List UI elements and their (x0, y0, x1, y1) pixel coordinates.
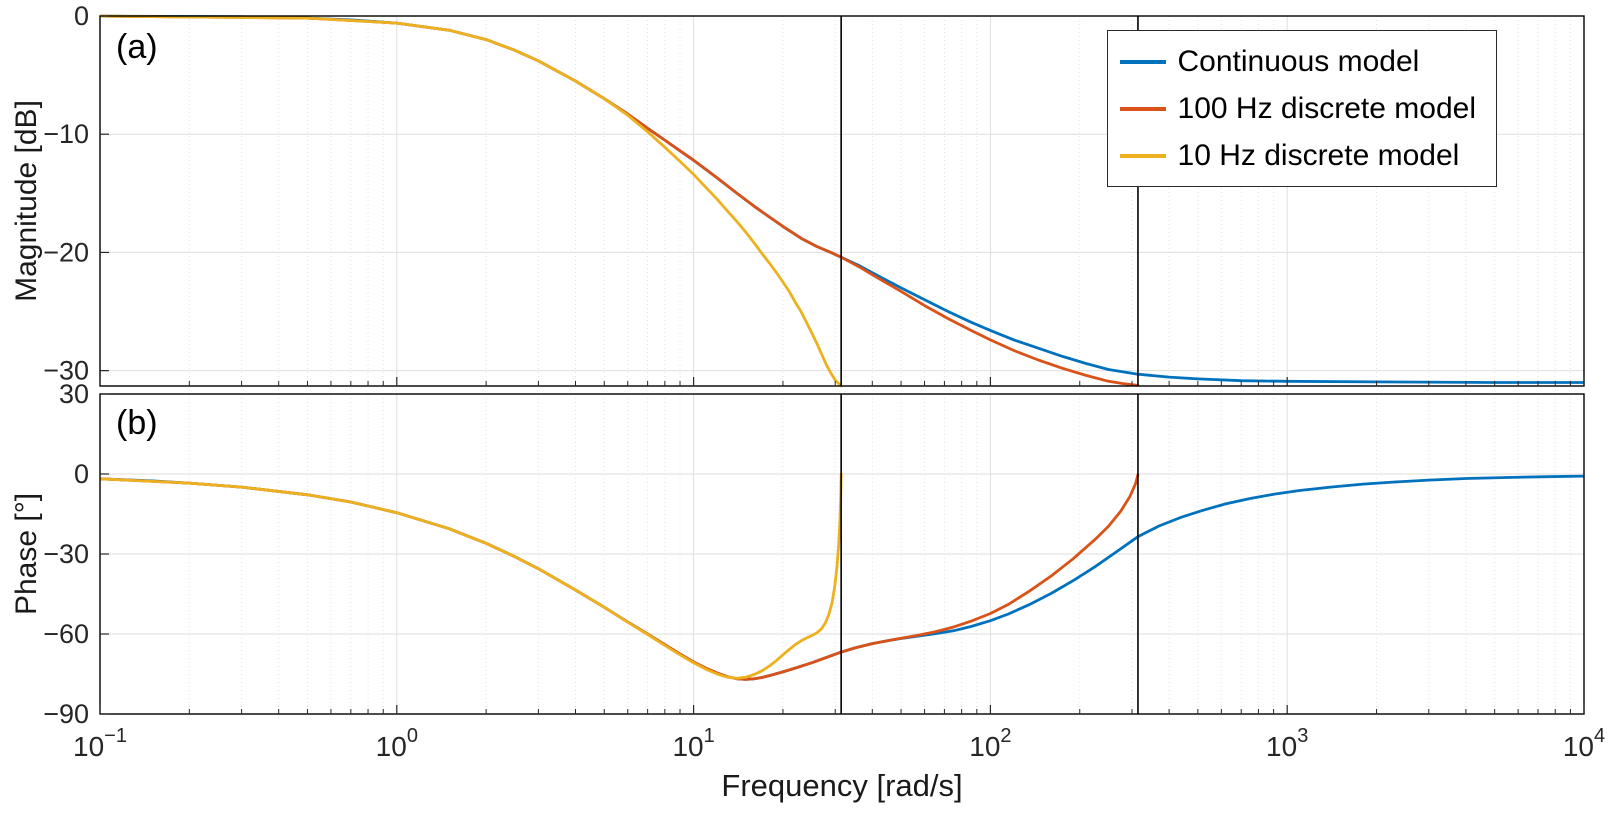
y-tick-label: −20 (43, 237, 89, 267)
subplot-a-label: (a) (116, 28, 158, 66)
legend-line-sample (1119, 153, 1166, 158)
legend-line-sample (1119, 106, 1166, 111)
y-tick-label: −90 (43, 699, 89, 729)
curve-10-hz-discrete-model (100, 14, 843, 388)
y-tick-label: 0 (74, 1, 89, 31)
legend-box: Continuous model 100 Hz discrete model 10 … (1106, 30, 1497, 187)
curve-100-hz-discrete-model (100, 14, 1140, 387)
x-tick-label: 103 (1266, 725, 1308, 762)
y-tick-label: 30 (59, 379, 89, 409)
y-tick-label: −10 (43, 119, 89, 149)
y-tick-label: 0 (74, 459, 89, 489)
x-tick-label: 100 (376, 725, 418, 762)
phase-axis-label: Phase [°] (10, 492, 43, 616)
y-tick-label: −30 (43, 356, 89, 386)
x-tick-label: 10−1 (73, 725, 127, 762)
legend-label: 10 Hz discrete model (1177, 138, 1460, 172)
legend-entry-2: 10 Hz discrete model (1119, 132, 1476, 179)
x-tick-label: 101 (672, 725, 714, 762)
magnitude-axis-label: Magnitude [dB] (10, 100, 43, 302)
legend-label: 100 Hz discrete model (1177, 91, 1476, 125)
subplot-b-label: (b) (116, 404, 158, 442)
x-tick-label: 104 (1563, 725, 1605, 762)
frequency-axis-label: Frequency [rad/s] (721, 768, 963, 803)
legend-label: Continuous model (1177, 44, 1420, 78)
y-tick-label: −30 (43, 539, 89, 569)
legend-line-sample (1119, 59, 1166, 64)
curve-continuous-model (100, 474, 1584, 681)
x-tick-label: 102 (969, 725, 1011, 762)
curve-100-hz-discrete-model (100, 473, 1140, 681)
legend-entry-1: 100 Hz discrete model (1119, 85, 1476, 132)
curve-10-hz-discrete-model (100, 472, 843, 680)
y-tick-label: −60 (43, 619, 89, 649)
legend-entry-0: Continuous model (1119, 38, 1476, 85)
axes-box (99, 15, 1585, 387)
